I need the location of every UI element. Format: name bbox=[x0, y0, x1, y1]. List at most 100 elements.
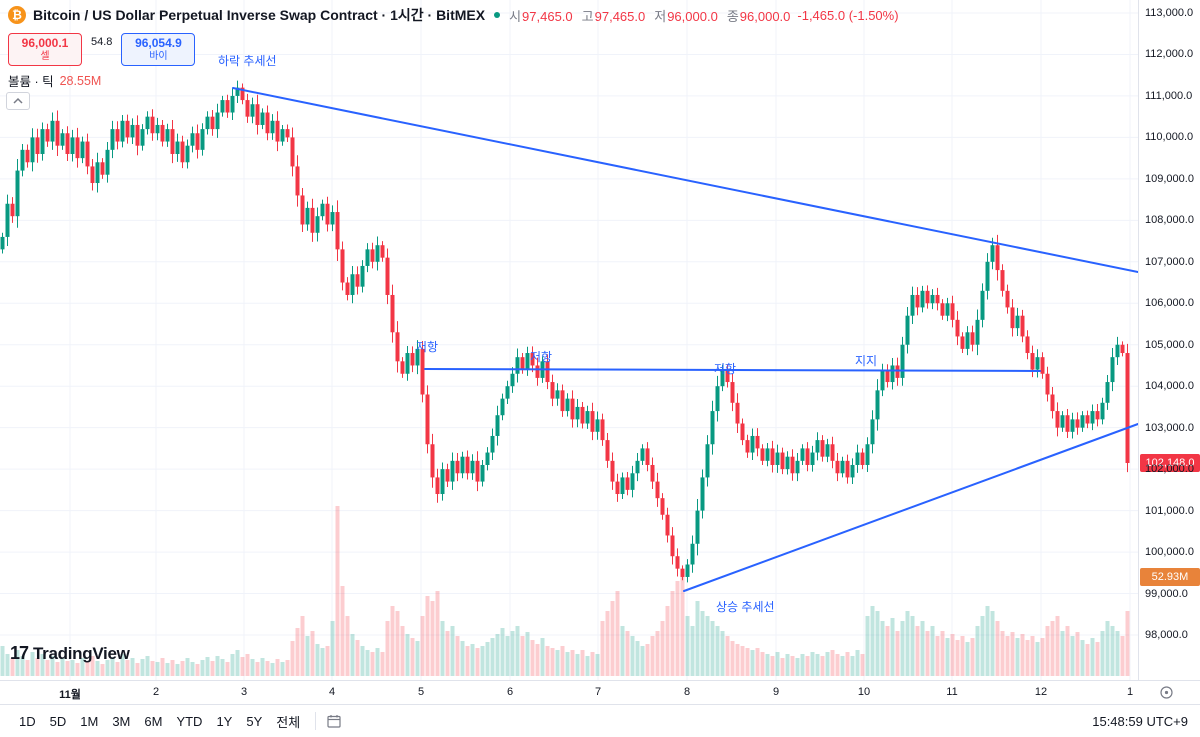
range-button-ytd[interactable]: YTD bbox=[169, 711, 209, 732]
buy-price: 96,054.9 bbox=[135, 36, 182, 50]
volume-bar bbox=[445, 631, 450, 676]
annotation-label[interactable]: 저항 bbox=[416, 340, 439, 354]
volume-bar bbox=[60, 658, 65, 676]
candle bbox=[665, 514, 670, 536]
volume-bar bbox=[140, 659, 145, 676]
volume-bar bbox=[920, 621, 925, 676]
candle bbox=[185, 145, 190, 163]
candle bbox=[1090, 411, 1095, 424]
candle bbox=[845, 460, 850, 478]
go-to-date-button[interactable] bbox=[324, 711, 344, 731]
annotation-label[interactable]: 하락 추세선 bbox=[218, 54, 277, 68]
candle bbox=[1115, 344, 1120, 358]
annotation-label[interactable]: 저항 bbox=[714, 362, 737, 376]
candle bbox=[905, 315, 910, 345]
price-axis[interactable]: 102,148.0 52.93M 113,000.0 112,000.0 111,0… bbox=[1138, 0, 1200, 680]
volume-bar bbox=[1050, 621, 1055, 676]
volume-bar bbox=[280, 662, 285, 676]
sell-button[interactable]: 96,000.1 셀 bbox=[8, 33, 82, 66]
range-button-1m[interactable]: 1M bbox=[73, 711, 105, 732]
buy-button[interactable]: 96,054.9 바이 bbox=[121, 33, 196, 66]
volume-bar bbox=[400, 626, 405, 676]
volume-bar bbox=[810, 652, 815, 676]
candle bbox=[455, 460, 460, 474]
volume-bar bbox=[500, 628, 505, 676]
tradingview-logo[interactable]: 17 TradingView bbox=[10, 643, 130, 664]
price-axis-label: 107,000.0 bbox=[1145, 255, 1194, 268]
volume-bar bbox=[115, 662, 120, 676]
ohlc-values: 시97,465.0 고97,465.0 저96,000.0 종96,000.0 bbox=[509, 6, 790, 25]
range-button-5y[interactable]: 5Y bbox=[239, 711, 269, 732]
volume-bar bbox=[105, 660, 110, 676]
volume-bar bbox=[220, 659, 225, 676]
volume-bar bbox=[725, 636, 730, 676]
volume-legend-label[interactable]: 볼륨 · 틱 bbox=[8, 75, 54, 89]
range-button-6m[interactable]: 6M bbox=[137, 711, 169, 732]
candle bbox=[15, 170, 20, 217]
volume-bar bbox=[635, 641, 640, 676]
candle bbox=[980, 290, 985, 320]
volume-bar bbox=[160, 658, 165, 676]
candle bbox=[865, 444, 870, 465]
time-axis[interactable]: 11월 2 3 4 5 6 7 8 9 10 11 12 1 bbox=[0, 680, 1200, 705]
symbol-title[interactable]: Bitcoin / US Dollar Perpetual Inverse Sw… bbox=[33, 7, 486, 23]
candle bbox=[1020, 315, 1025, 337]
annotation-label[interactable]: 상승 추세선 bbox=[716, 600, 775, 614]
chart-plot[interactable]: 하락 추세선 저항 저항 저항 지지 상승 추세선 bbox=[0, 0, 1138, 680]
volume-bar bbox=[380, 652, 385, 676]
range-button-5d[interactable]: 5D bbox=[43, 711, 74, 732]
volume-bar bbox=[455, 636, 460, 676]
volume-bar bbox=[550, 648, 555, 676]
candle bbox=[790, 456, 795, 474]
volume-bar bbox=[790, 656, 795, 676]
range-button-1d[interactable]: 1D bbox=[12, 711, 43, 732]
volume-bar bbox=[690, 626, 695, 676]
candle bbox=[420, 348, 425, 395]
range-button-전체[interactable]: 전체 bbox=[269, 709, 307, 734]
volume-bar bbox=[195, 664, 200, 676]
candle bbox=[840, 460, 845, 474]
volume-bar bbox=[95, 661, 100, 676]
volume-bar bbox=[70, 660, 75, 676]
annotation-label[interactable]: 지지 bbox=[855, 354, 878, 368]
sell-label: 셀 bbox=[40, 51, 50, 62]
trendline-resistance[interactable] bbox=[424, 368, 1041, 372]
range-button-3m[interactable]: 3M bbox=[105, 711, 137, 732]
target-icon[interactable] bbox=[1159, 685, 1174, 705]
price-axis-label: 105,000.0 bbox=[1145, 338, 1194, 351]
volume-bar bbox=[860, 654, 865, 676]
price-axis-label: 101,000.0 bbox=[1145, 504, 1194, 517]
candle bbox=[520, 357, 525, 370]
range-button-1y[interactable]: 1Y bbox=[209, 711, 239, 732]
candle bbox=[685, 564, 690, 577]
volume-bar bbox=[805, 656, 810, 676]
volume-bar bbox=[1060, 631, 1065, 676]
candle bbox=[180, 141, 185, 163]
candle bbox=[360, 265, 365, 287]
trendline-downtrend[interactable] bbox=[232, 87, 1138, 273]
volume-bar bbox=[100, 664, 105, 676]
candle bbox=[310, 207, 315, 233]
candle bbox=[245, 100, 250, 117]
candle bbox=[1075, 419, 1080, 428]
volume-bar bbox=[880, 621, 885, 676]
candle bbox=[835, 460, 840, 474]
volume-bar bbox=[285, 660, 290, 676]
volume-bar bbox=[565, 652, 570, 676]
candle bbox=[760, 448, 765, 461]
clock-timezone-button[interactable]: 15:48:59 UTC+9 bbox=[1092, 713, 1188, 729]
annotation-label[interactable]: 저항 bbox=[530, 350, 553, 364]
trendline-uptrend[interactable] bbox=[683, 423, 1138, 592]
candlestick-chart[interactable] bbox=[0, 0, 1138, 680]
candle bbox=[830, 444, 835, 461]
candle bbox=[825, 444, 830, 457]
collapse-legend-button[interactable] bbox=[6, 92, 30, 110]
volume-bar bbox=[365, 650, 370, 676]
candle bbox=[170, 129, 175, 154]
volume-bar bbox=[705, 616, 710, 676]
volume-bar bbox=[825, 652, 830, 676]
volume-bar bbox=[1025, 640, 1030, 676]
volume-bar bbox=[545, 646, 550, 676]
volume-bar bbox=[555, 650, 560, 676]
